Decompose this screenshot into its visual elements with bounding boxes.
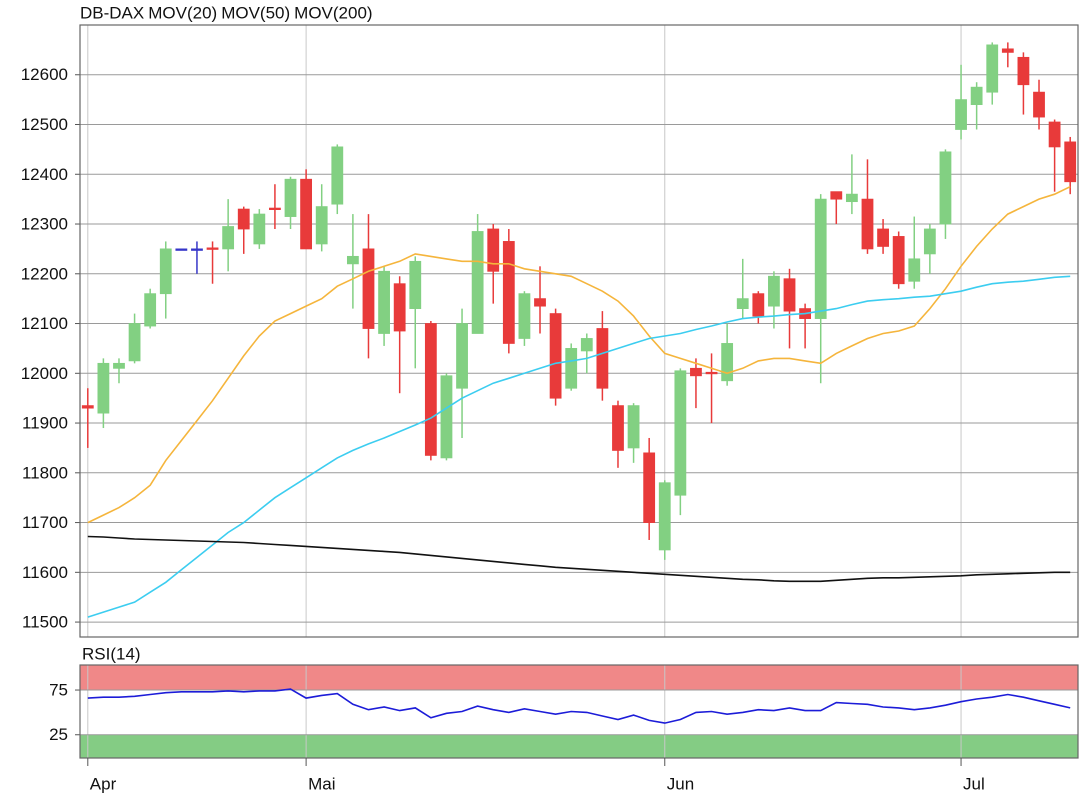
candle-body: [206, 247, 219, 250]
x-tick-label: Mai: [308, 774, 335, 793]
series-line: [87, 535, 1071, 583]
candle-body: [393, 283, 406, 332]
legend-entry: MOV(50): [221, 3, 290, 22]
y-tick-label: 12300: [21, 215, 68, 234]
candle-body: [456, 323, 468, 389]
y-tick-label: 11800: [22, 463, 68, 482]
candle-body: [892, 236, 905, 285]
candle-body: [955, 99, 967, 130]
candle-body: [362, 248, 375, 329]
candle-body: [1064, 141, 1077, 183]
y-tick-label: 11700: [22, 513, 68, 532]
candle-body: [861, 198, 874, 250]
y-tick-label: 75: [49, 681, 68, 700]
y-tick-label: 12400: [21, 165, 68, 184]
candle-body: [1001, 48, 1014, 53]
candle-body: [768, 275, 780, 307]
candle-body: [378, 270, 390, 334]
y-tick-label: 11900: [22, 414, 68, 433]
candle-body: [97, 362, 110, 414]
candle-body: [970, 86, 983, 106]
x-tick-label: Jun: [667, 774, 694, 793]
candle-body: [736, 298, 749, 310]
series-line: [87, 688, 1071, 724]
candle-body: [175, 248, 188, 251]
y-tick-label: 12500: [21, 115, 68, 134]
y-tick-label: 11500: [22, 613, 68, 632]
candle-body: [1048, 121, 1061, 148]
candle-body: [1033, 91, 1045, 118]
candle-body: [159, 248, 172, 295]
plot-area: [80, 25, 1078, 637]
candle-body: [518, 293, 531, 339]
candle-body: [845, 193, 858, 203]
series-line: [87, 275, 1071, 618]
candle-body: [705, 371, 718, 375]
candle-body: [1017, 56, 1030, 86]
legend-entry: MOV(200): [294, 3, 372, 22]
x-tick-label: Jul: [963, 774, 985, 793]
x-tick-label: Apr: [90, 774, 117, 793]
y-tick-label: 12200: [21, 264, 68, 283]
candle-body: [440, 375, 453, 459]
plot-frame: [79, 24, 1079, 638]
candle-body: [315, 206, 328, 245]
candle-body: [346, 255, 359, 265]
candle-body: [612, 405, 624, 451]
candle-body: [222, 226, 235, 250]
zone: [80, 734, 1078, 758]
candle-body: [596, 328, 609, 389]
candle-body: [144, 293, 157, 327]
candle-body: [534, 298, 546, 307]
candle-body: [81, 405, 94, 409]
candle-body: [113, 362, 125, 369]
legend-entry: RSI(14): [82, 644, 141, 663]
candle-body: [300, 178, 313, 250]
candle-body: [877, 228, 889, 247]
legend-entry: DB-DAX: [80, 3, 144, 22]
candle-body: [580, 338, 593, 352]
candle-body: [986, 44, 999, 93]
candle-body: [939, 151, 952, 225]
candle-body: [253, 213, 266, 245]
candle-body: [923, 228, 936, 255]
candle-body: [128, 323, 141, 362]
candle-body: [424, 323, 437, 456]
candle-body: [487, 228, 500, 272]
candle-body: [471, 231, 484, 334]
candle-body: [549, 313, 562, 399]
candle-body: [783, 278, 796, 312]
y-tick-label: 12100: [21, 314, 68, 333]
plot-frame: [79, 664, 1079, 759]
candle-body: [409, 260, 422, 310]
candle-body: [908, 258, 921, 282]
y-tick-label: 12600: [21, 65, 68, 84]
zone: [80, 665, 1078, 691]
candle-body: [658, 482, 671, 551]
legend-entry: MOV(20): [148, 3, 217, 22]
series-line: [87, 185, 1071, 524]
candle-body: [752, 293, 765, 317]
candle-body: [690, 367, 702, 377]
candle-body: [674, 370, 687, 496]
candle-body: [191, 248, 203, 251]
candle-body: [565, 348, 578, 389]
candle-body: [269, 207, 281, 211]
candle-body: [643, 452, 656, 523]
candle-body: [237, 208, 250, 230]
candle-body: [721, 343, 734, 382]
candle-body: [830, 191, 843, 200]
candle-body: [331, 146, 344, 205]
candle-body: [814, 198, 827, 319]
y-tick-label: 12000: [21, 364, 68, 383]
candle-body: [627, 405, 640, 449]
candle-body: [502, 241, 515, 344]
y-tick-label: 11600: [22, 563, 68, 582]
candle-body: [284, 178, 297, 217]
y-tick-label: 25: [49, 725, 68, 744]
